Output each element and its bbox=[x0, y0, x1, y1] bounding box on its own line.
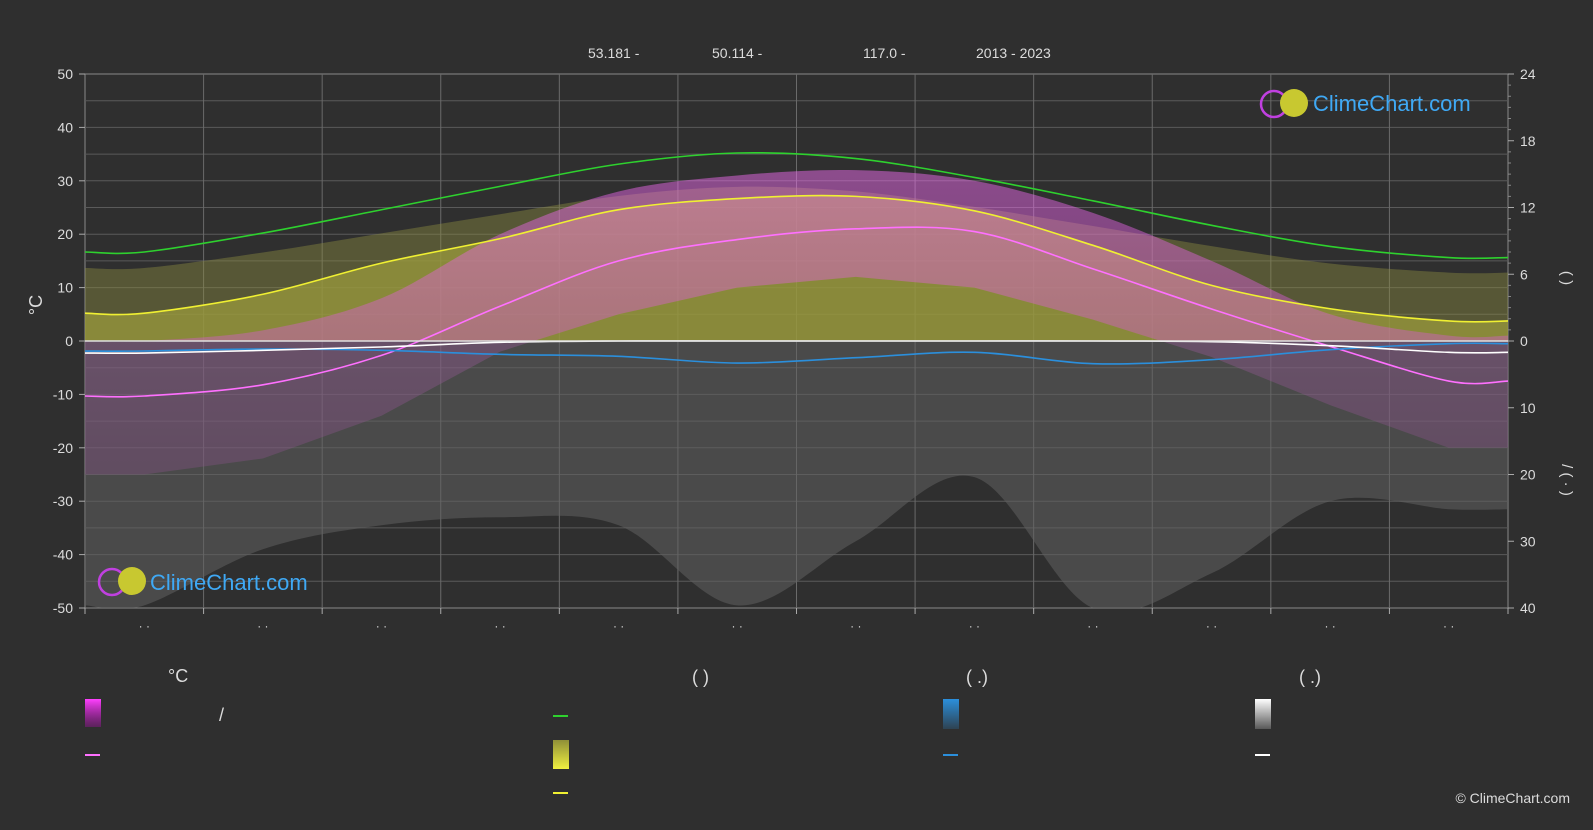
legend-col1-header: °C bbox=[168, 666, 188, 686]
legend-temp-slash: / bbox=[219, 705, 224, 725]
month-tick-label: · · bbox=[1206, 619, 1217, 633]
header-longitude: 50.114 - bbox=[712, 45, 763, 61]
legend-snow-swatch bbox=[1255, 699, 1271, 729]
left-tick-label: 10 bbox=[57, 280, 73, 296]
brand-text-top: ClimeChart.com bbox=[1313, 91, 1471, 116]
left-tick-label: -50 bbox=[53, 600, 73, 616]
brand-logo-bottom[interactable]: ClimeChart.com bbox=[97, 567, 308, 597]
right-upper-tick-label: 24 bbox=[1520, 66, 1536, 82]
month-tick-label: · · bbox=[257, 619, 268, 633]
right-upper-tick-label: 12 bbox=[1520, 200, 1536, 216]
month-tick-label: · · bbox=[1324, 619, 1335, 633]
header-elevation: 117.0 - bbox=[863, 45, 906, 61]
precipitation-area bbox=[85, 341, 1508, 608]
axis-ticks: 50 40 30 20 10 0 -10 -20 -30 -40 -50 24 18 12 6 0 10 20 30… bbox=[53, 66, 1536, 633]
month-tick-label: · · bbox=[1087, 619, 1098, 633]
legend-rain-swatch bbox=[943, 699, 959, 729]
right-lower-tick-label: 10 bbox=[1520, 400, 1536, 416]
brand-text-bottom: ClimeChart.com bbox=[150, 570, 308, 595]
legend-temp-range-swatch bbox=[85, 699, 101, 727]
month-tick-label: · · bbox=[732, 619, 743, 633]
legend: °C ( ) ( .) ( .) / bbox=[85, 666, 1321, 794]
month-tick-label: · · bbox=[1443, 619, 1454, 633]
right-upper-tick-label: 18 bbox=[1520, 133, 1536, 149]
logo-sun-icon bbox=[1280, 89, 1308, 117]
month-tick-label: · · bbox=[376, 619, 387, 633]
right-lower-tick-label: 20 bbox=[1520, 467, 1536, 483]
legend-sunshine-swatch bbox=[553, 740, 569, 769]
copyright-link[interactable]: © ClimeChart.com bbox=[1455, 790, 1570, 806]
left-axis-unit: °C bbox=[26, 295, 46, 315]
left-tick-label: 20 bbox=[57, 226, 73, 242]
header-years: 2013 - 2023 bbox=[976, 45, 1051, 61]
temperature-mean-line bbox=[85, 226, 1508, 398]
right-lower-tick-label: 30 bbox=[1520, 533, 1536, 549]
month-tick-label: · · bbox=[494, 619, 505, 633]
left-tick-label: -40 bbox=[53, 547, 73, 563]
right-upper-tick-label: 6 bbox=[1520, 266, 1528, 282]
temperature-range-band bbox=[85, 169, 1508, 475]
header-latitude: 53.181 - bbox=[588, 45, 640, 61]
left-tick-label: 40 bbox=[57, 119, 73, 135]
legend-col4-header: ( .) bbox=[1299, 667, 1321, 687]
left-tick-label: -20 bbox=[53, 440, 73, 456]
right-lower-tick-label: 40 bbox=[1520, 600, 1536, 616]
legend-col3-header: ( .) bbox=[966, 667, 988, 687]
month-tick-label: · · bbox=[613, 619, 624, 633]
daylight-line bbox=[85, 152, 1508, 260]
data-lines bbox=[85, 152, 1508, 398]
right-upper-tick-label: 0 bbox=[1520, 333, 1528, 349]
month-tick-label: · · bbox=[969, 619, 980, 633]
month-tick-label: · · bbox=[850, 619, 861, 633]
month-tick-label: · · bbox=[139, 619, 150, 633]
sunshine-line bbox=[85, 194, 1508, 323]
left-tick-label: -10 bbox=[53, 386, 73, 402]
left-tick-label: 0 bbox=[65, 333, 73, 349]
left-tick-label: -30 bbox=[53, 493, 73, 509]
left-tick-label: 30 bbox=[57, 173, 73, 189]
data-bands bbox=[85, 169, 1508, 608]
right-axis-lower-label: / ( · ) bbox=[1558, 464, 1575, 496]
brand-logo-top[interactable]: ClimeChart.com bbox=[1259, 89, 1471, 119]
right-axis-upper-label: ( ) bbox=[1558, 271, 1575, 285]
legend-col2-header: ( ) bbox=[692, 667, 709, 687]
left-tick-label: 50 bbox=[57, 66, 73, 82]
logo-sun-icon bbox=[118, 567, 146, 595]
